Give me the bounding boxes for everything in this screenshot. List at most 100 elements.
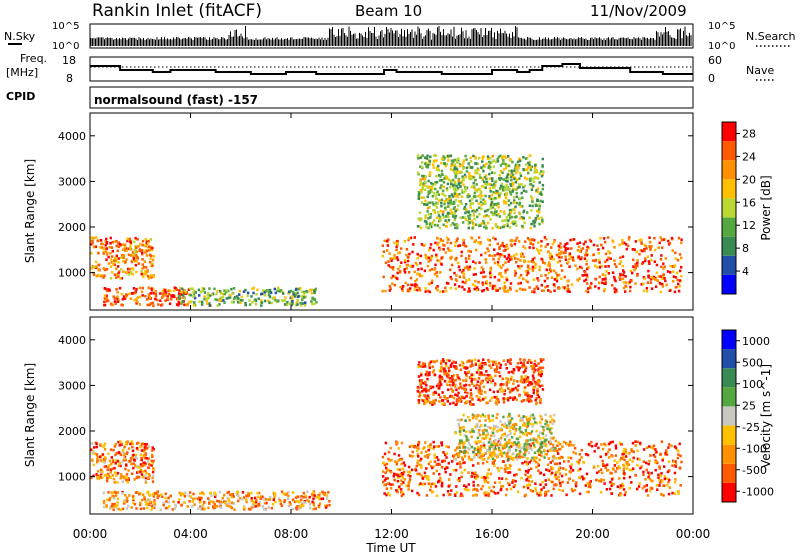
echo-cell	[454, 431, 457, 435]
echo-cell	[639, 441, 642, 445]
echo-cell	[230, 300, 234, 304]
echo-cell	[472, 175, 475, 179]
echo-cell	[107, 255, 110, 259]
echo-cell	[651, 446, 655, 450]
echo-cell	[532, 415, 535, 418]
echo-cell	[569, 443, 573, 447]
echo-cell	[487, 468, 490, 472]
echo-cell	[107, 466, 110, 469]
echo-cell	[614, 454, 618, 457]
echo-cell	[513, 257, 517, 260]
echo-cell	[535, 189, 538, 192]
echo-cell	[481, 367, 484, 370]
echo-cell	[453, 158, 456, 162]
echo-cell	[613, 464, 617, 467]
echo-cell	[505, 243, 508, 247]
echo-cell	[519, 197, 522, 200]
echo-cell	[253, 502, 256, 506]
echo-cell	[539, 471, 543, 475]
echo-cell	[417, 493, 421, 497]
echo-cell	[512, 427, 515, 430]
echo-cell	[482, 431, 485, 435]
echo-cell	[636, 457, 640, 461]
echo-cell	[272, 491, 275, 495]
echo-cell	[459, 368, 463, 372]
echo-cell	[239, 301, 242, 305]
echo-cell	[474, 178, 477, 182]
echo-cell	[480, 266, 484, 269]
echo-cell	[578, 476, 581, 479]
echo-cell	[628, 468, 631, 472]
echo-cell	[540, 445, 543, 449]
echo-cell	[146, 269, 149, 273]
echo-cell	[508, 449, 511, 452]
echo-cell	[395, 489, 398, 492]
echo-cell	[549, 252, 552, 256]
echo-cell	[431, 195, 434, 198]
echo-cell	[432, 465, 435, 469]
echo-cell	[460, 250, 463, 254]
echo-cell	[671, 249, 674, 252]
echo-cell	[648, 236, 651, 239]
echo-cell	[538, 448, 541, 452]
echo-cell	[468, 199, 472, 203]
echo-cell	[488, 177, 492, 180]
echo-cell	[152, 474, 155, 478]
echo-cell	[647, 274, 650, 278]
echo-cell	[533, 458, 537, 461]
echo-cell	[113, 445, 117, 448]
echo-cell	[457, 265, 461, 268]
echo-cell	[273, 287, 276, 291]
echo-cell	[442, 290, 445, 293]
echo-cell	[264, 508, 268, 512]
echo-cell	[483, 182, 487, 185]
echo-cell	[659, 290, 662, 294]
echo-cell	[484, 452, 487, 455]
echo-cell	[436, 285, 439, 288]
echo-cell	[93, 265, 96, 268]
echo-cell	[250, 497, 253, 500]
echo-cell	[418, 218, 421, 221]
echo-cell	[303, 501, 307, 504]
echo-cell	[245, 500, 248, 504]
echo-cell	[603, 240, 607, 244]
echo-cell	[145, 272, 148, 275]
echo-cell	[679, 454, 682, 458]
echo-cell	[431, 221, 434, 224]
echo-cell	[99, 239, 103, 242]
echo-cell	[140, 473, 144, 476]
echo-cell	[114, 260, 118, 263]
echo-cell	[464, 186, 468, 190]
echo-cell	[506, 397, 510, 400]
echo-cell	[521, 288, 524, 291]
echo-cell	[488, 445, 491, 448]
echo-cell	[499, 488, 502, 492]
echo-cell	[241, 491, 245, 494]
echo-cell	[446, 211, 450, 215]
echo-cell	[513, 169, 516, 173]
echo-cell	[578, 458, 581, 462]
echo-cell	[147, 502, 150, 506]
echo-cell	[108, 459, 112, 463]
echo-cell	[325, 497, 329, 500]
echo-cell	[445, 452, 448, 455]
echo-cell	[610, 484, 613, 487]
echo-cell	[244, 302, 247, 305]
echo-cell	[549, 461, 552, 464]
echo-cell	[601, 459, 604, 463]
echo-cell	[109, 476, 112, 480]
echo-cell	[547, 478, 551, 481]
echo-cell	[425, 225, 428, 229]
echo-cell	[472, 209, 475, 212]
echo-cell	[529, 489, 532, 492]
echo-cell	[551, 422, 554, 426]
echo-cell	[134, 453, 137, 457]
echo-cell	[398, 251, 401, 254]
echo-cell	[247, 492, 250, 495]
echo-cell	[548, 261, 551, 265]
echo-cell	[480, 414, 483, 418]
echo-cell	[401, 467, 405, 470]
echo-cell	[654, 285, 658, 288]
echo-cell	[438, 216, 442, 219]
echo-cell	[124, 249, 127, 252]
